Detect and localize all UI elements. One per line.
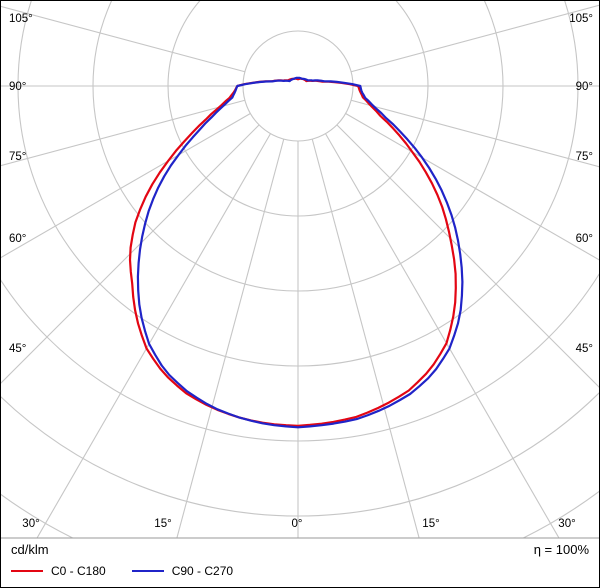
svg-text:0°: 0° (292, 518, 303, 530)
svg-text:15°: 15° (422, 518, 439, 530)
efficiency-label: η = 100% (533, 542, 589, 557)
footer-row: cd/klm η = 100% (11, 542, 589, 557)
svg-text:75°: 75° (576, 151, 593, 163)
svg-text:90°: 90° (576, 81, 593, 93)
legend-label-c0-c180: C0 - C180 (51, 564, 106, 578)
svg-text:30°: 30° (558, 518, 575, 530)
svg-text:75°: 75° (9, 151, 26, 163)
unit-label: cd/klm (11, 542, 49, 557)
chart-footer: cd/klm η = 100% C0 - C180 C90 - C270 (1, 538, 599, 587)
svg-text:60°: 60° (576, 233, 593, 245)
svg-text:30°: 30° (22, 518, 39, 530)
angle-labels: 105° 90° 75° 60° 45° 105° 90° 75° 60° 45° 30° 15° 0°… (9, 13, 593, 530)
svg-text:45°: 45° (576, 343, 593, 355)
blue-curve-swatch (131, 570, 164, 572)
svg-text:90°: 90° (9, 81, 26, 93)
legend-item-c90-c270: C90 - C270 (131, 564, 234, 578)
red-curve-swatch (11, 570, 43, 572)
intensity-curve-c90-c270 (136, 76, 464, 429)
svg-text:45°: 45° (9, 343, 26, 355)
legend: C0 - C180 C90 - C270 (11, 564, 589, 578)
polar-chart-canvas: 105° 90° 75° 60° 45° 105° 90° 75° 60° 45° 30° 15° 0°… (1, 1, 599, 539)
svg-text:60°: 60° (9, 233, 26, 245)
svg-text:105°: 105° (9, 13, 33, 25)
svg-text:105°: 105° (569, 13, 593, 25)
polar-grid (1, 1, 599, 538)
legend-item-c0-c180: C0 - C180 (11, 564, 106, 578)
svg-text:15°: 15° (154, 518, 171, 530)
legend-label-c90-c270: C90 - C270 (171, 564, 234, 578)
